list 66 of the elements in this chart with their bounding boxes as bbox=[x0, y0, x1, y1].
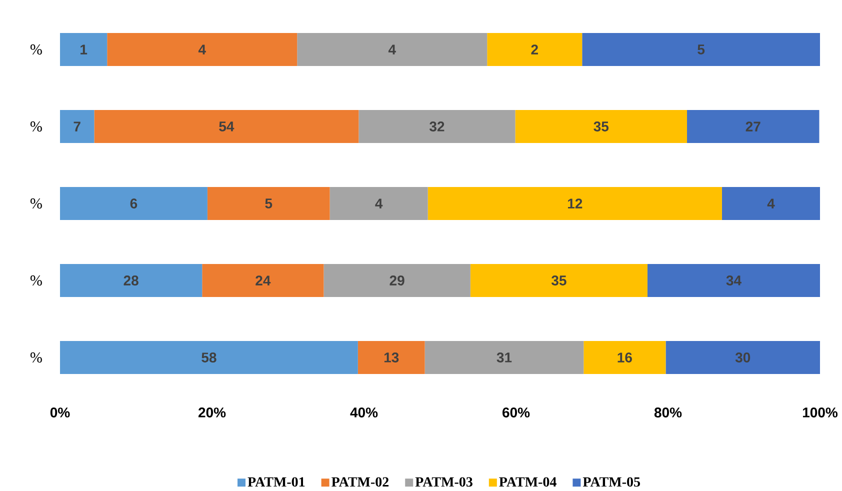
y-tick-label: % bbox=[30, 44, 42, 55]
annotation: 12 bbox=[568, 198, 582, 208]
bar bbox=[487, 33, 582, 66]
x-tick-label: 40% bbox=[350, 408, 378, 418]
bar bbox=[647, 264, 820, 297]
annotation: 54 bbox=[219, 122, 234, 132]
annotation: 2 bbox=[531, 44, 538, 54]
bar bbox=[428, 187, 722, 220]
legend-label: PATM-01 bbox=[248, 477, 305, 487]
annotation: 1 bbox=[80, 44, 88, 54]
bar bbox=[207, 187, 330, 220]
bar bbox=[60, 110, 94, 143]
bar bbox=[687, 110, 820, 143]
annotation: 4 bbox=[198, 44, 206, 54]
annotation: 5 bbox=[265, 198, 272, 208]
annotation: 35 bbox=[594, 122, 609, 132]
bar bbox=[666, 341, 820, 374]
bar bbox=[107, 33, 298, 66]
x-tick-label: 80% bbox=[654, 408, 682, 418]
annotation: 28 bbox=[124, 276, 138, 286]
bar bbox=[297, 33, 488, 66]
annotation: 6 bbox=[130, 198, 138, 208]
x-tick-label: 0% bbox=[50, 408, 70, 418]
bar bbox=[582, 33, 820, 66]
annotation: 5 bbox=[698, 44, 705, 54]
annotation: 58 bbox=[202, 352, 216, 362]
y-tick-label: % bbox=[30, 198, 42, 209]
bar bbox=[60, 264, 202, 297]
annotation: 24 bbox=[256, 276, 271, 286]
annotation: 4 bbox=[388, 44, 396, 54]
annotation: 7 bbox=[74, 122, 80, 132]
annotation: 30 bbox=[735, 352, 750, 362]
bar bbox=[330, 187, 428, 220]
y-tick-label: % bbox=[30, 275, 42, 286]
annotation: 4 bbox=[375, 198, 383, 208]
bar bbox=[324, 264, 470, 297]
legend-label: PATM-03 bbox=[415, 477, 472, 487]
bar bbox=[94, 110, 359, 143]
bar bbox=[202, 264, 324, 297]
bar bbox=[515, 110, 688, 143]
annotation: 27 bbox=[746, 122, 760, 132]
annotation: 4 bbox=[767, 198, 775, 208]
legend-label: PATM-05 bbox=[582, 477, 640, 487]
annotation: 16 bbox=[618, 352, 632, 362]
bar bbox=[358, 341, 425, 374]
annotation: 34 bbox=[726, 276, 742, 286]
bar bbox=[358, 110, 516, 143]
legend-label: PATM-02 bbox=[332, 477, 389, 487]
bar bbox=[470, 264, 648, 297]
legend-label: PATM-04 bbox=[499, 477, 556, 487]
bar bbox=[60, 187, 208, 220]
annotation: 32 bbox=[429, 122, 444, 132]
annotation: 35 bbox=[551, 276, 566, 286]
annotation: 13 bbox=[384, 352, 399, 362]
annotation: 29 bbox=[390, 276, 404, 286]
annotation: 31 bbox=[496, 352, 512, 362]
x-tick-label: 20% bbox=[198, 408, 226, 418]
y-tick-label: % bbox=[30, 352, 42, 363]
bar bbox=[424, 341, 584, 374]
bar bbox=[584, 341, 666, 374]
bar bbox=[60, 33, 108, 66]
x-tick-label: 100% bbox=[802, 408, 838, 418]
bar bbox=[60, 341, 358, 374]
y-tick-label: % bbox=[30, 121, 42, 132]
bar bbox=[722, 187, 820, 220]
x-tick-label: 60% bbox=[502, 408, 530, 418]
